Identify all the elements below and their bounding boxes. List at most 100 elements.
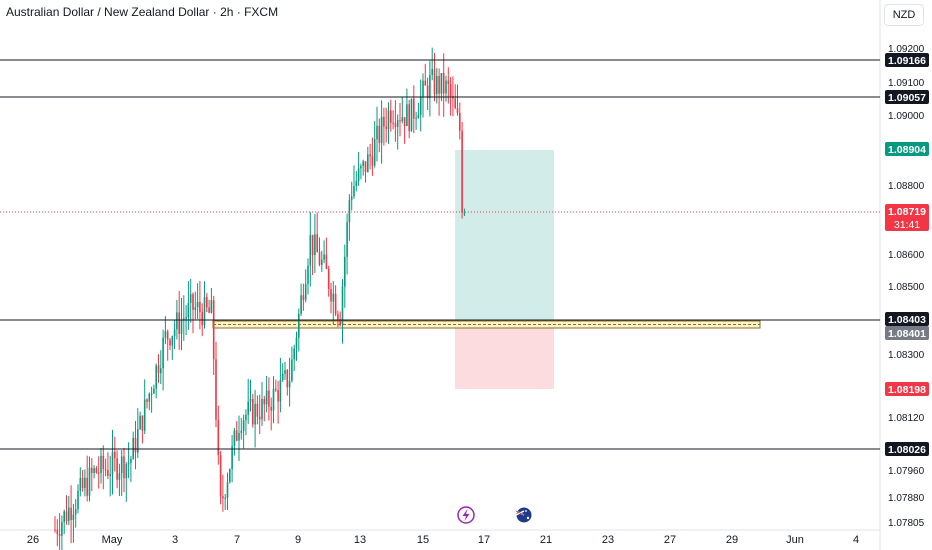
candle-body <box>376 125 378 140</box>
candle-body <box>357 168 360 182</box>
candle-body <box>304 284 307 300</box>
x-tick-label: 3 <box>172 534 178 546</box>
candle-body <box>417 114 420 118</box>
candle-body <box>311 234 314 256</box>
candle-body <box>127 463 130 465</box>
target-zone[interactable] <box>455 150 554 320</box>
candle-body <box>392 122 394 124</box>
candle-body <box>104 469 107 471</box>
candle-body <box>226 482 229 498</box>
candle-body <box>346 222 348 257</box>
candle-body <box>279 379 282 402</box>
candlestick-series <box>54 47 466 550</box>
candle-body <box>58 534 61 536</box>
candle-body <box>189 294 192 304</box>
candle-body <box>323 254 325 260</box>
candle-body <box>360 166 362 169</box>
level-price-label: 1.08026 <box>888 444 926 456</box>
candle-body <box>300 295 302 314</box>
candle-body <box>438 75 440 94</box>
candle-body <box>148 393 151 402</box>
level-price-label-bg <box>885 53 929 67</box>
australia-flag-icon[interactable] <box>515 506 533 524</box>
currency-button[interactable]: NZD <box>884 4 924 26</box>
candle-body <box>364 161 367 172</box>
level-price-label-bg <box>885 442 929 456</box>
candle-body <box>270 406 272 411</box>
candle-body <box>116 458 118 480</box>
candle-body <box>291 359 293 382</box>
candle-body <box>429 74 431 98</box>
candle-body <box>449 84 452 97</box>
candle-body <box>403 117 406 127</box>
target-price-label: 1.08904 <box>888 144 926 156</box>
candle-body <box>261 399 263 420</box>
y-tick-label: 1.08600 <box>888 250 925 261</box>
candle-body <box>293 348 295 360</box>
chart-title: Australian Dollar / New Zealand Dollar ·… <box>6 5 279 19</box>
candle-body <box>369 154 371 157</box>
candle-body <box>281 373 284 380</box>
y-tick-label: 1.09100 <box>888 78 925 89</box>
candle-body <box>63 511 65 523</box>
candle-body <box>100 455 102 474</box>
candle-body <box>408 104 410 132</box>
candle-body <box>325 254 328 269</box>
candle-body <box>426 85 429 98</box>
target-price-label-bg <box>885 142 929 156</box>
y-tick-label: 1.07880 <box>888 493 925 504</box>
candle-body <box>355 181 358 187</box>
price-axis: 1.09200 1.09100 1.09000 1.08800 1.08600 1.085… <box>888 44 925 529</box>
candle-body <box>373 139 376 166</box>
candle-body <box>114 452 116 459</box>
candle-body <box>134 437 137 453</box>
candle-body <box>275 388 277 391</box>
candle-body <box>153 388 155 394</box>
bar-countdown-label: 31:41 <box>894 219 920 231</box>
x-tick-label: 26 <box>27 534 39 546</box>
candle-body <box>383 116 385 127</box>
candle-body <box>461 130 463 213</box>
stop-zone[interactable] <box>455 320 554 389</box>
candle-body <box>162 337 164 369</box>
candle-body <box>150 393 153 395</box>
y-tick-label: 1.07805 <box>888 518 925 529</box>
x-tick-label: Jun <box>786 534 804 546</box>
candle-body <box>314 234 316 256</box>
candle-body <box>459 112 461 131</box>
candle-body <box>210 300 213 313</box>
stop-price-label-bg <box>885 382 929 396</box>
candle-body <box>222 496 224 499</box>
candle-body <box>332 293 335 302</box>
candle-body <box>440 73 443 94</box>
candle-body <box>199 301 201 313</box>
x-tick-label: 23 <box>602 534 614 546</box>
candle-body <box>93 468 95 473</box>
candle-body <box>341 286 344 324</box>
candle-body <box>65 511 68 521</box>
candle-body <box>164 331 167 338</box>
candle-body <box>109 474 111 476</box>
candle-body <box>84 477 86 489</box>
candle-body <box>378 125 381 144</box>
candle-body <box>302 295 305 300</box>
candle-body <box>219 455 222 497</box>
candle-body <box>192 294 194 310</box>
candle-body <box>185 317 187 319</box>
entry-price-label: 1.08401 <box>888 328 926 340</box>
candle-body <box>173 329 176 337</box>
y-tick-label: 1.08500 <box>888 282 925 293</box>
candle-body <box>166 331 169 340</box>
candle-body <box>141 415 144 431</box>
candle-body <box>433 68 436 95</box>
x-tick-label: 7 <box>234 534 240 546</box>
candle-body <box>445 80 447 94</box>
candle-body <box>277 390 279 402</box>
candle-body <box>272 388 275 411</box>
lightning-event-icon[interactable] <box>457 506 475 524</box>
stop-price-label: 1.08198 <box>888 384 926 396</box>
x-tick-label: 4 <box>853 534 859 546</box>
candle-body <box>229 469 231 483</box>
candle-body <box>442 73 445 94</box>
